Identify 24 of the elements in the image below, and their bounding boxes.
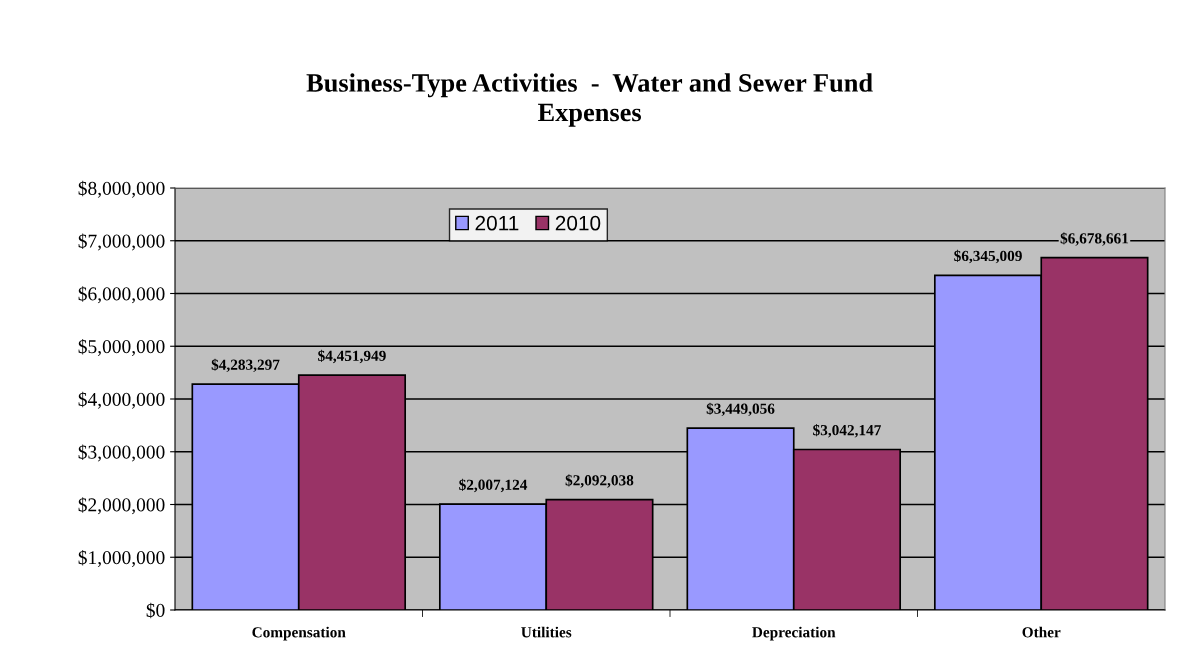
x-tick-label: Depreciation [752, 626, 836, 641]
data-label: $6,678,661 [1060, 232, 1129, 246]
data-label: $4,283,297 [211, 358, 280, 373]
legend-label: 2010 [555, 215, 601, 231]
y-tick-label: $8,000,000 [78, 180, 165, 198]
y-tick-label: $3,000,000 [78, 444, 165, 462]
y-tick-label: $5,000,000 [78, 338, 165, 356]
y-tick-label: $4,000,000 [78, 391, 165, 409]
x-tick-label: Compensation [252, 626, 346, 641]
y-tick-label: $1,000,000 [78, 549, 165, 567]
data-label: $4,451,949 [318, 349, 386, 364]
legend-label: 2011 [475, 215, 519, 231]
chart-title: Business-Type Activities - Water and Sewer Fund Expenses [306, 73, 873, 127]
y-tick-label: $0 [146, 602, 165, 619]
y-tick-label: $6,000,000 [78, 286, 165, 304]
data-label: $3,449,056 [706, 402, 775, 417]
x-tick-label: Other [1022, 626, 1061, 638]
data-label: $3,042,147 [813, 424, 881, 438]
data-label: $6,345,009 [954, 249, 1022, 264]
data-label: $2,092,038 [565, 474, 634, 488]
x-tick-label: Utilities [521, 626, 572, 638]
y-tick-label: $7,000,000 [78, 233, 165, 251]
y-tick-label: $2,000,000 [78, 497, 165, 515]
data-label: $2,007,124 [459, 478, 528, 493]
